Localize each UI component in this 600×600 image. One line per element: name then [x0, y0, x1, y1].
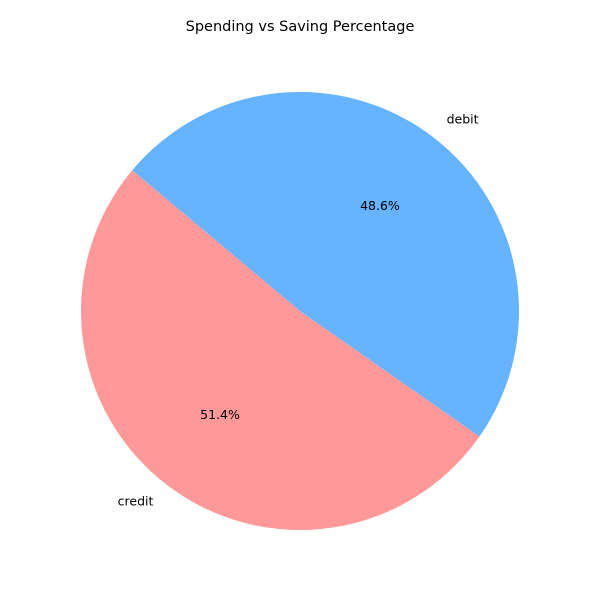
slice-percent-credit: 51.4%	[200, 407, 240, 422]
pie-slices	[81, 91, 520, 530]
slice-percent-debit: 48.6%	[360, 198, 400, 213]
pie-slice-debit	[132, 91, 520, 437]
slice-label-debit: debit	[447, 111, 479, 126]
chart-title: Spending vs Saving Percentage	[186, 19, 415, 35]
slice-label-credit: credit	[118, 494, 154, 509]
pie-labels: credit 51.4% debit 48.6%	[118, 111, 479, 508]
pie-slice-credit	[81, 170, 480, 530]
